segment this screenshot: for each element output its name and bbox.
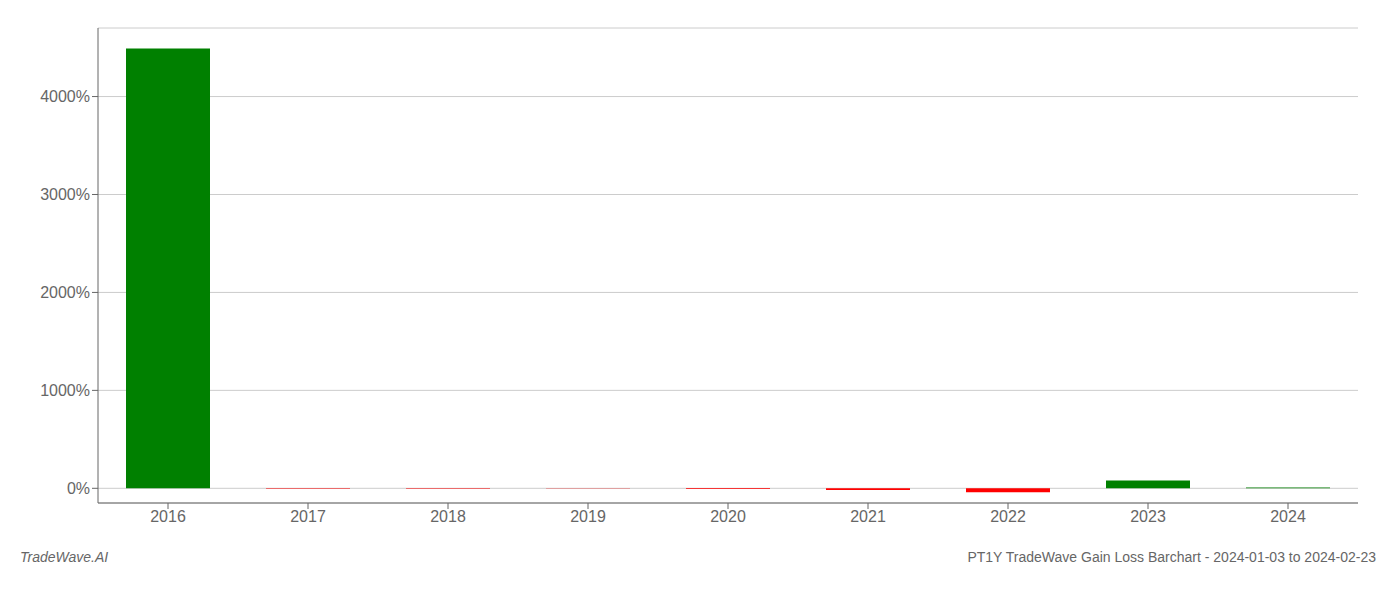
html-text:PT1Y TradeWave Gain Loss Barch: PT1Y TradeWave Gain Loss Barchart - 2024… [967, 549, 1376, 565]
svg-text:1000%: 1000% [40, 382, 90, 399]
svg-text:2020: 2020 [710, 508, 746, 525]
svg-text:4000%: 4000% [40, 88, 90, 105]
svg-text:2000%: 2000% [40, 284, 90, 301]
svg-text:2021: 2021 [850, 508, 886, 525]
svg-text:2017: 2017 [290, 508, 326, 525]
svg-text:0%: 0% [67, 480, 90, 497]
svg-text:2019: 2019 [570, 508, 606, 525]
svg-text:2023: 2023 [1130, 508, 1166, 525]
svg-text:2018: 2018 [430, 508, 466, 525]
html-text:TradeWave.AI: TradeWave.AI [20, 549, 109, 565]
svg-text:2024: 2024 [1270, 508, 1306, 525]
svg-text:3000%: 3000% [40, 186, 90, 203]
svg-text:2022: 2022 [990, 508, 1026, 525]
svg-text:2016: 2016 [150, 508, 186, 525]
